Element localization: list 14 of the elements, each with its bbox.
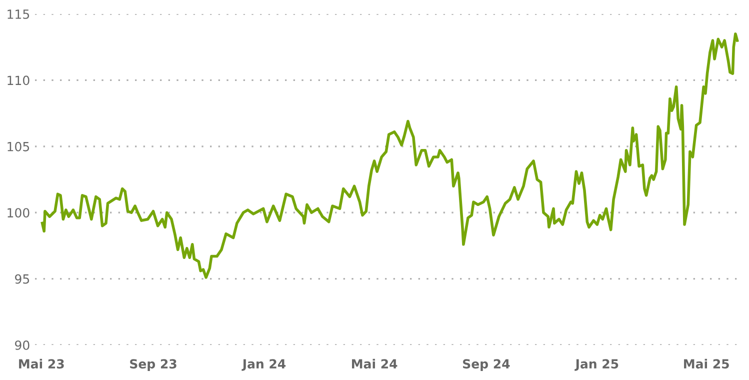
x-tick-label: Mai 24	[352, 358, 398, 369]
y-tick-label: 105	[8, 142, 30, 152]
line-series	[40, 32, 739, 279]
y-tick-label: 110	[8, 76, 30, 86]
y-tick-label: 90	[15, 340, 30, 350]
x-tick-label: Mai 23	[19, 358, 64, 369]
x-tick-label: Jan 24	[242, 359, 286, 371]
y-tick-label: 100	[8, 208, 30, 218]
y-tick-label: 95	[15, 274, 30, 284]
y-tick-label: 115	[8, 10, 30, 19]
x-tick-label: Mai 25	[684, 358, 729, 369]
x-tick-label: Sep 24	[463, 359, 510, 371]
x-tick-label: Sep 23	[130, 359, 176, 371]
x-tick-label: Jan 25	[574, 359, 618, 371]
